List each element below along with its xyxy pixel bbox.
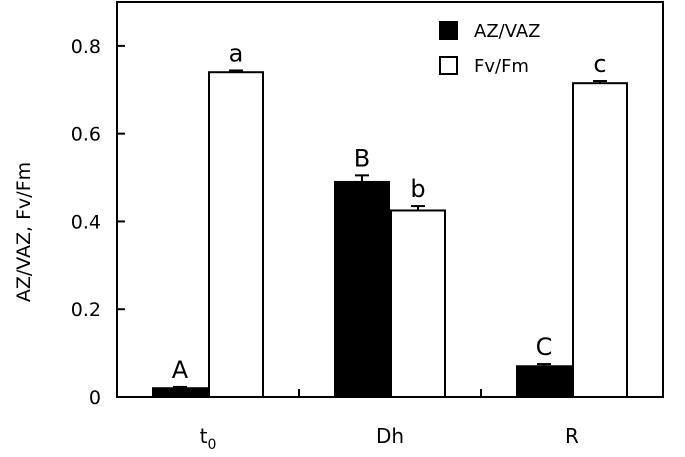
legend-label: Fv/Fm <box>474 56 529 77</box>
x-tick-label-text: Dh <box>376 424 404 448</box>
significance-label: b <box>410 175 425 203</box>
significance-label: C <box>536 333 553 361</box>
x-tick-label: Dh <box>376 424 404 448</box>
significance-label: c <box>593 50 606 78</box>
y-tick-label: 0.8 <box>71 36 101 58</box>
legend-label: AZ/VAZ <box>474 21 541 42</box>
bar-azvaz <box>516 365 572 398</box>
y-tick-label: 0.4 <box>71 211 101 233</box>
x-tick-label-text: t <box>200 424 208 448</box>
significance-label: A <box>172 356 189 384</box>
y-axis-title: AZ/VAZ, Fv/Fm <box>13 162 35 302</box>
y-tick-label: 0 <box>89 387 101 409</box>
x-tick-label: t0 <box>200 424 217 453</box>
legend: AZ/VAZ Fv/Fm <box>439 21 541 77</box>
bar-fvfm <box>208 71 264 398</box>
bar-fvfm <box>390 209 446 398</box>
bar-azvaz <box>334 180 390 398</box>
bar-fvfm <box>572 82 628 398</box>
x-axis: t0 Dh R <box>200 389 579 453</box>
x-tick-label-subscript: 0 <box>207 437 216 453</box>
bar-azvaz <box>152 387 208 399</box>
legend-swatch <box>439 56 458 75</box>
significance-label: B <box>354 144 370 172</box>
y-axis: 0 0.2 0.4 0.6 0.8 <box>71 36 125 409</box>
bars: Aa Bb Cc <box>152 39 628 399</box>
x-tick-label: R <box>565 424 579 448</box>
y-tick-label: 0.6 <box>71 124 101 146</box>
y-tick-label: 0.2 <box>71 299 101 321</box>
legend-swatch <box>439 21 458 40</box>
significance-label: a <box>229 39 244 67</box>
x-tick-label-text: R <box>565 424 579 448</box>
